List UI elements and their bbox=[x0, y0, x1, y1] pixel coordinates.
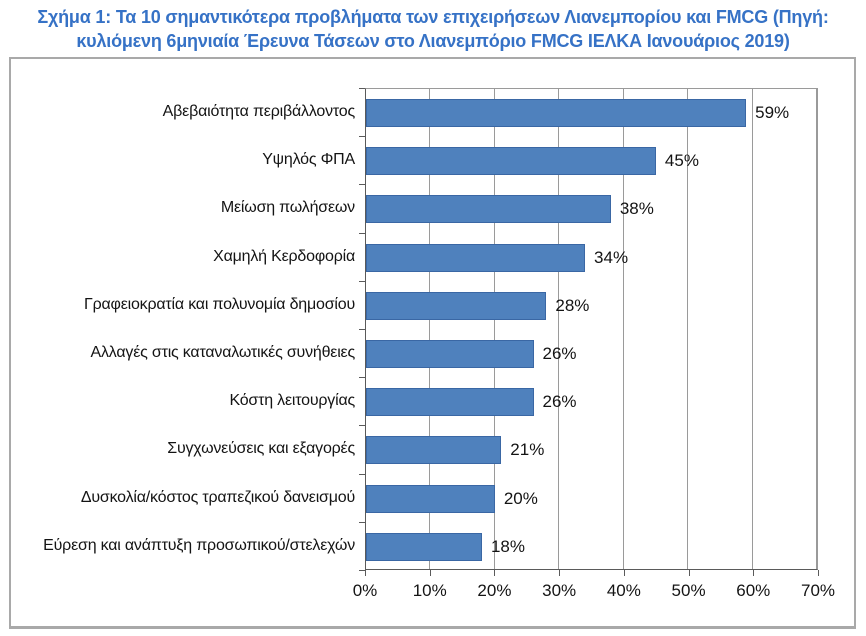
x-axis-tick-label: 60% bbox=[736, 581, 771, 600]
bar bbox=[366, 243, 586, 272]
bar bbox=[366, 291, 547, 320]
category-label: Γραφειοκρατία και πολυνομία δημοσίου bbox=[83, 295, 355, 313]
bar-value-label: 26% bbox=[542, 392, 577, 412]
category-label: Συγχωνεύσεις και εξαγορές bbox=[167, 440, 355, 458]
y-axis-tick bbox=[359, 377, 365, 379]
bar-row: 45% bbox=[366, 137, 817, 185]
bar-row: 20% bbox=[366, 475, 817, 523]
bar-value-label: 21% bbox=[510, 440, 545, 460]
bar-value-label: 28% bbox=[555, 295, 590, 315]
category-label: Χαμηλή Κερδοφορία bbox=[213, 247, 355, 265]
bar bbox=[366, 147, 656, 176]
x-axis-tick bbox=[429, 570, 431, 576]
bar-value-label: 34% bbox=[594, 247, 629, 267]
bar-value-label: 59% bbox=[755, 103, 790, 123]
category-label: Δυσκολία/κόστος τραπεζικού δανεισμού bbox=[80, 488, 355, 506]
x-axis-tick bbox=[559, 570, 561, 576]
bar-row: 38% bbox=[366, 185, 817, 233]
x-axis-tick bbox=[688, 570, 690, 576]
x-axis-tick bbox=[818, 570, 819, 576]
y-axis-tick bbox=[359, 280, 365, 282]
x-axis-tick bbox=[753, 570, 755, 576]
bar-value-label: 45% bbox=[664, 151, 699, 171]
y-axis-tick bbox=[359, 425, 365, 427]
bar bbox=[366, 436, 502, 465]
bar-row: 21% bbox=[366, 426, 817, 474]
bar-row: 26% bbox=[366, 330, 817, 378]
gridline bbox=[687, 89, 689, 569]
plot-area: 59% 45% 38% 34% 28% 26% 26% 21% 20% 18% bbox=[365, 88, 818, 570]
bar bbox=[366, 532, 482, 561]
category-label: Εύρεση και ανάπτυξη προσωπικού/στελεχών bbox=[43, 536, 355, 554]
bar-value-label: 26% bbox=[542, 344, 577, 364]
y-axis-tick bbox=[359, 232, 365, 234]
bar-row: 59% bbox=[366, 89, 817, 137]
x-axis-tick-label: 0% bbox=[352, 581, 378, 600]
x-axis-tick bbox=[494, 570, 496, 576]
bar bbox=[366, 99, 747, 128]
y-axis-tick bbox=[359, 570, 365, 571]
category-label: Κόστη λειτουργίας bbox=[229, 392, 355, 410]
x-axis-tick-label: 50% bbox=[671, 581, 706, 600]
gridline bbox=[751, 89, 753, 569]
y-axis-tick bbox=[359, 136, 365, 138]
gridline bbox=[558, 89, 560, 569]
figure-title: Σχήμα 1: Τα 10 σημαντικότερα προβλήματα … bbox=[0, 5, 866, 53]
bar-row: 26% bbox=[366, 378, 817, 426]
y-axis-tick bbox=[359, 473, 365, 475]
x-axis-tick bbox=[365, 570, 366, 576]
category-label: Υψηλός ΦΠΑ bbox=[262, 151, 355, 169]
y-axis-tick bbox=[359, 329, 365, 330]
gridline bbox=[816, 89, 817, 569]
x-axis-tick-label: 40% bbox=[606, 581, 641, 600]
x-axis-tick-label: 70% bbox=[800, 581, 836, 600]
figure-title-line1: Σχήμα 1: Τα 10 σημαντικότερα προβλήματα … bbox=[37, 7, 829, 27]
gridline bbox=[493, 89, 495, 569]
category-label: Αβεβαιότητα περιβάλλοντος bbox=[162, 103, 356, 121]
bar-row: 28% bbox=[366, 282, 817, 330]
gridline bbox=[622, 89, 624, 569]
y-axis-tick bbox=[359, 184, 365, 186]
x-axis-tick-label: 10% bbox=[412, 581, 447, 600]
x-axis-tick-label: 30% bbox=[542, 581, 577, 600]
bar bbox=[366, 340, 534, 369]
gridline bbox=[429, 89, 431, 569]
bar-row: 18% bbox=[366, 523, 817, 571]
bar bbox=[366, 388, 534, 417]
bar-value-label: 38% bbox=[619, 199, 654, 219]
category-label: Αλλαγές στις καταναλωτικές συνήθειες bbox=[90, 344, 356, 362]
bar-value-label: 20% bbox=[503, 488, 538, 508]
x-axis-tick bbox=[623, 570, 625, 576]
category-label: Μείωση πωλήσεων bbox=[220, 199, 355, 217]
bar-row: 34% bbox=[366, 234, 817, 282]
y-axis-tick bbox=[359, 521, 365, 523]
bar-value-label: 18% bbox=[490, 536, 525, 556]
bar bbox=[366, 484, 495, 513]
x-axis-tick-label: 20% bbox=[477, 581, 512, 600]
bar bbox=[366, 195, 611, 224]
y-axis-tick bbox=[359, 88, 365, 89]
figure-title-line2: κυλιόμενη 6μηνιαία Έρευνα Τάσεων στο Λια… bbox=[76, 31, 790, 51]
